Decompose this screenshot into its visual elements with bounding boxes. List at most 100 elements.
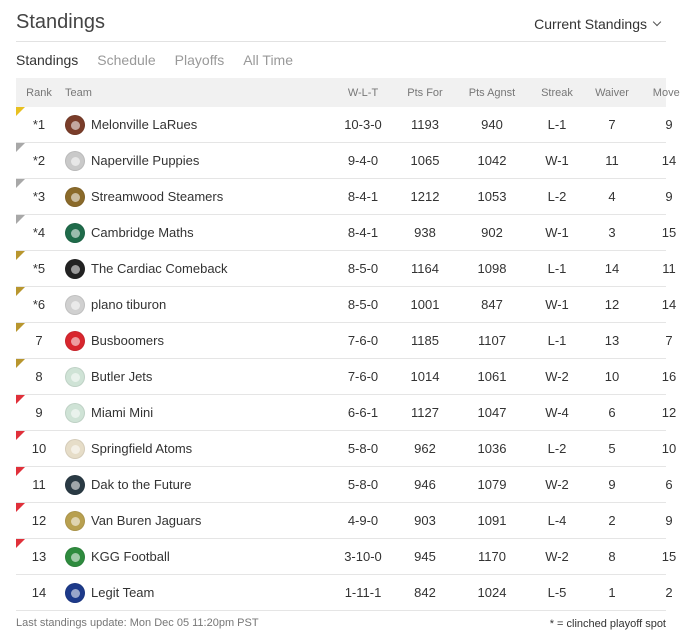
pts-for-cell: 945 [414, 549, 436, 564]
skull-logo-icon[interactable] [65, 258, 85, 279]
helmet-logo-icon[interactable] [65, 330, 85, 351]
table-row: 14 Legit Team 1-11-1 842 1024 L-5 1 2 [16, 575, 673, 611]
wlt-cell: 6-6-1 [347, 405, 379, 420]
team-name-link[interactable]: Cambridge Maths [91, 225, 194, 240]
streak-cell: L-2 [547, 189, 567, 204]
team-cell: Streamwood Steamers [62, 186, 328, 207]
team-cell: Dak to the Future [62, 474, 328, 495]
team-name-link[interactable]: Van Buren Jaguars [91, 513, 202, 528]
playoff-position-flag [16, 107, 25, 116]
rank-cell: *5 [32, 261, 46, 276]
pts-against-cell: 847 [481, 297, 503, 312]
wlt-cell: 3-10-0 [344, 549, 382, 564]
streak-cell: W-2 [545, 477, 569, 492]
moves-cell: 10 [661, 441, 677, 456]
table-row: 13 KGG Football 3-10-0 945 1170 W-2 8 15 [16, 539, 676, 575]
playoff-position-flag [16, 539, 25, 548]
pts-against-cell: 902 [481, 225, 503, 240]
team-name-link[interactable]: Naperville Puppies [91, 153, 200, 168]
pts-against-cell: 1036 [477, 441, 507, 456]
playoff-position-flag [16, 251, 25, 260]
moves-cell: 2 [665, 585, 673, 600]
tab-playoffs[interactable]: Playoffs [174, 52, 225, 68]
steamer-logo-icon[interactable] [65, 186, 85, 207]
waiver-cell: 5 [608, 441, 616, 456]
column-header-waiver[interactable]: Waiver [595, 86, 629, 99]
column-header-team[interactable]: Team [65, 86, 92, 99]
waiver-cell: 2 [608, 513, 616, 528]
team-name-link[interactable]: KGG Football [91, 549, 170, 564]
wlt-cell: 5-8-0 [347, 441, 379, 456]
pts-for-cell: 1001 [410, 297, 440, 312]
table-row: 11 Dak to the Future 5-8-0 946 1079 W-2 … [16, 467, 673, 503]
team-name-link[interactable]: plano tiburon [91, 297, 167, 312]
team-cell: plano tiburon [62, 294, 328, 315]
playoff-position-flag [16, 323, 25, 332]
helmet-logo-icon[interactable] [65, 582, 85, 603]
team-name-link[interactable]: Streamwood Steamers [91, 189, 224, 204]
wlt-cell: 1-11-1 [344, 585, 382, 600]
tab-schedule[interactable]: Schedule [97, 52, 156, 68]
helmet-logo-icon[interactable] [65, 510, 85, 531]
atom-logo-icon[interactable] [65, 438, 85, 459]
moves-cell: 11 [662, 261, 676, 276]
wlt-cell: 8-5-0 [347, 261, 379, 276]
moves-cell: 6 [665, 477, 673, 492]
helmet-logo-icon[interactable] [65, 402, 85, 423]
helmet-logo-icon[interactable] [65, 366, 85, 387]
pts-against-cell: 1042 [477, 153, 507, 168]
team-name-link[interactable]: Miami Mini [91, 405, 154, 420]
waiver-cell: 11 [605, 153, 619, 168]
waiver-cell: 4 [608, 189, 616, 204]
column-header-pts-against[interactable]: Pts Agnst [468, 86, 516, 99]
streak-cell: L-2 [547, 441, 567, 456]
jets-logo-icon[interactable] [65, 222, 85, 243]
wlt-cell: 8-4-1 [347, 225, 379, 240]
table-row: *5 The Cardiac Comeback 8-5-0 1164 1098 … [16, 251, 676, 287]
standings-view-dropdown[interactable]: Current Standings [534, 16, 662, 32]
waiver-cell: 9 [608, 477, 616, 492]
team-cell: Miami Mini [62, 402, 328, 423]
rank-cell: *6 [32, 297, 46, 312]
team-name-link[interactable]: The Cardiac Comeback [91, 261, 228, 276]
tab-standings[interactable]: Standings [16, 52, 79, 68]
column-header-pts-for[interactable]: Pts For [407, 86, 443, 99]
portrait-logo-icon[interactable] [65, 114, 85, 135]
streak-cell: W-2 [545, 549, 569, 564]
streak-cell: W-2 [545, 369, 569, 384]
team-name-link[interactable]: Springfield Atoms [91, 441, 193, 456]
streak-cell: L-5 [547, 585, 567, 600]
team-name-link[interactable]: Legit Team [91, 585, 155, 600]
playoff-position-flag [16, 179, 25, 188]
moves-cell: 7 [665, 333, 673, 348]
table-row: *1 Melonville LaRues 10-3-0 1193 940 L-1… [16, 107, 673, 143]
page-title: Standings [16, 11, 105, 33]
table-body: *1 Melonville LaRues 10-3-0 1193 940 L-1… [16, 107, 676, 611]
column-header-streak[interactable]: Streak [541, 86, 573, 99]
team-cell: The Cardiac Comeback [62, 258, 328, 279]
team-name-link[interactable]: Dak to the Future [91, 477, 192, 492]
column-header-wlt[interactable]: W-L-T [347, 86, 379, 99]
pts-for-cell: 938 [414, 225, 436, 240]
moves-cell: 15 [661, 225, 677, 240]
team-name-link[interactable]: Melonville LaRues [91, 117, 198, 132]
moves-cell: 9 [665, 513, 673, 528]
tab-all-time[interactable]: All Time [243, 52, 294, 68]
puppy-logo-icon[interactable] [65, 150, 85, 171]
pts-for-cell: 1065 [410, 153, 440, 168]
helmet-logo-icon[interactable] [65, 546, 85, 567]
helmet-logo-icon[interactable] [65, 294, 85, 315]
rank-cell: 14 [31, 585, 47, 600]
portrait-logo-icon[interactable] [65, 474, 85, 495]
rank-cell: *2 [32, 153, 46, 168]
team-name-link[interactable]: Busboomers [91, 333, 164, 348]
table-row: 12 Van Buren Jaguars 4-9-0 903 1091 L-4 … [16, 503, 673, 539]
table-header: Rank Team W-L-T Pts For Pts Agnst Streak… [16, 78, 680, 107]
wlt-cell: 4-9-0 [347, 513, 379, 528]
playoff-position-flag [16, 503, 25, 512]
wlt-cell: 9-4-0 [347, 153, 379, 168]
team-name-link[interactable]: Butler Jets [91, 369, 153, 384]
column-header-rank[interactable]: Rank [26, 86, 52, 99]
column-header-moves[interactable]: Moves [652, 86, 680, 99]
wlt-cell: 8-4-1 [347, 189, 379, 204]
